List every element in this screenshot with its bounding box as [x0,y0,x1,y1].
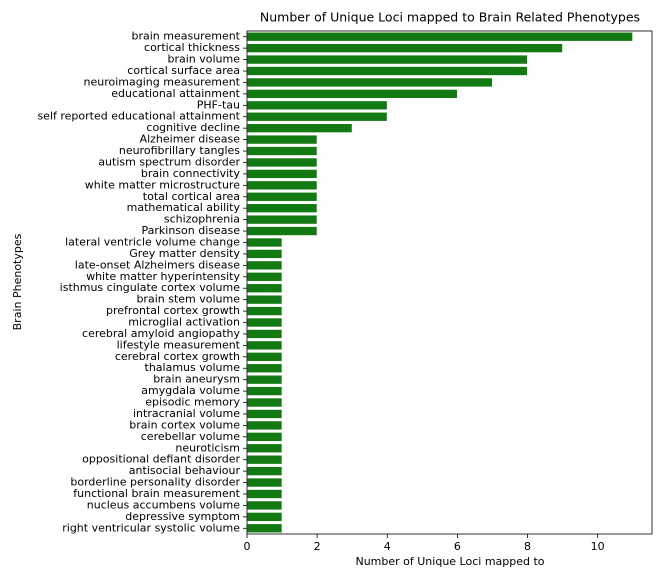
y-tick-label: neuroticism [175,441,240,454]
x-axis-label: Number of Unique Loci mapped to [355,555,544,568]
bar [246,146,318,157]
bar [246,134,318,145]
y-tick-label: lateral ventricle volume change [65,235,240,248]
bar [246,363,283,374]
bar [246,386,283,397]
bar [246,88,458,99]
bar [246,111,388,122]
bar [246,191,318,202]
y-tick-label: borderline personality disorder [70,476,240,489]
bar [246,477,283,488]
bar [246,31,634,42]
y-tick-label: cortical surface area [127,64,240,77]
bar [246,511,283,522]
bar [246,123,353,134]
bar [246,351,283,362]
bar [246,54,528,65]
bar [246,397,283,408]
y-tick-label: educational attainment [111,87,240,100]
bar [246,317,283,328]
y-tick-label: thalamus volume [145,361,241,374]
bar [246,66,528,76]
bar [246,306,283,317]
x-tick-label: 8 [524,540,531,553]
bar [246,374,283,385]
y-tick-label: brain aneurysm [153,373,240,386]
bar [246,248,283,259]
y-tick-label: PHF-tau [197,98,240,111]
y-tick-label: episodic memory [145,396,240,409]
y-tick-label: cerebellar volume [141,430,240,443]
y-tick-label: Parkinson disease [141,224,240,237]
y-tick-label: nucleus accumbens volume [87,498,240,511]
y-tick-label: cerebral amyloid angiopathy [82,327,240,340]
bar [246,454,283,465]
bar [246,466,283,477]
y-tick-label: white matter hyperintensity [86,270,240,283]
y-tick-label: functional brain measurement [73,487,240,500]
y-tick-label: self reported educational attainment [37,110,240,123]
bar [246,168,318,179]
bar [246,489,283,499]
y-tick-label: cortical thickness [144,41,240,54]
x-tick-label: 4 [384,540,391,553]
y-tick-label: total cortical area [143,190,240,203]
x-tick-label: 2 [314,540,321,553]
bar [246,443,283,454]
y-tick-label: intracranial volume [133,407,240,420]
bar [246,43,563,54]
bar [246,500,283,511]
y-tick-label: microglial activation [128,316,240,329]
bar [246,226,318,237]
bar [246,294,283,305]
y-tick-label: cerebral cortex growth [115,350,240,363]
bar [246,203,318,214]
bar [246,408,283,419]
y-tick-label: Alzheimer disease [140,133,241,146]
y-tick-label: brain volume [167,53,240,66]
bar [246,431,283,442]
bar [246,157,318,168]
bar [246,77,493,88]
y-tick-label: neurofibrillary tangles [119,144,240,157]
y-tick-label: brain connectivity [141,167,241,180]
y-tick-label: schizophrenia [164,213,240,226]
y-axis-label: Brain Phenotypes [11,233,24,330]
bar [246,271,283,282]
y-tick-label: lifestyle measurement [117,338,241,351]
bar [246,237,283,248]
plot-frame [246,30,653,535]
bar [246,328,283,339]
y-tick-label: oppositional defiant disorder [82,453,240,466]
bar [246,420,283,431]
y-tick-label: autism spectrum disorder [98,155,240,168]
bar [246,100,388,111]
bar [246,214,318,225]
y-tick-label: late-onset Alzheimers disease [75,258,240,271]
y-tick-label: brain stem volume [136,293,240,306]
y-tick-label: isthmus cingulate cortex volume [60,281,241,294]
bar [246,523,283,534]
y-tick-label: brain cortex volume [129,418,240,431]
y-tick-label: amygdala volume [141,384,240,397]
x-tick-label: 10 [591,540,605,553]
bar [246,180,318,191]
y-tick-label: antisocial behaviour [129,464,241,477]
bar [246,283,283,294]
y-tick-label: brain measurement [131,30,240,43]
chart-title: Number of Unique Loci mapped to Brain Re… [260,10,640,25]
y-tick-label: neuroimaging measurement [84,75,241,88]
x-tick-label: 0 [244,540,251,553]
y-tick-label: Grey matter density [129,247,240,260]
y-tick-label: right ventricular systolic volume [62,521,240,534]
x-tick-label: 6 [454,540,461,553]
y-tick-label: white matter microstructure [85,178,240,191]
bar [246,340,283,351]
y-tick-label: cognitive decline [146,121,240,134]
y-tick-label: mathematical ability [127,201,241,214]
y-tick-label: prefrontal cortex growth [106,304,240,317]
bar [246,260,283,271]
y-tick-label: depressive symptom [125,510,240,523]
